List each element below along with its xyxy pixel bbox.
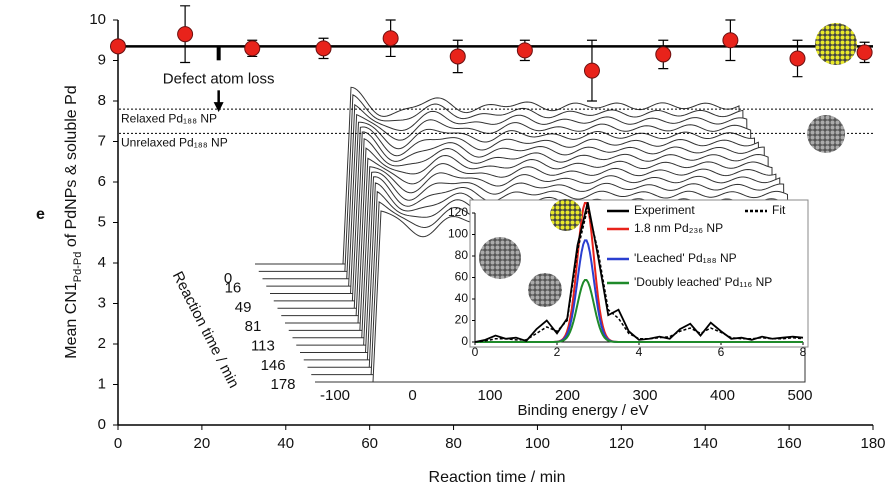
legend-label: Experiment [634,203,695,217]
data-point [516,42,533,59]
y-label-part: of PdNPs & soluble Pd [63,85,80,251]
depth-tick-label: 49 [235,299,252,316]
waterfall-x-tick-label: 500 [787,387,812,404]
depth-tick-label: 16 [225,279,242,296]
waterfall-x-tick-label: 0 [408,387,416,404]
legend-label: 'Doubly leached' Pd₁₁₆ NP [634,275,772,289]
y-label-sub: Pd-Pd [72,252,84,283]
x-tick-label: 60 [361,435,378,452]
x-tick-label: 80 [445,435,462,452]
nanoparticles [807,23,857,153]
y-tick-label: 9 [98,51,106,68]
inset-y-tick-label: 0 [461,334,468,348]
depth-tick-label: 0 [224,270,232,287]
x-axis-label: Reaction time / min [429,469,566,486]
y-axis-label: Mean CN1Pd-Pd of PdNPs & soluble Pd [63,85,84,358]
reference-label: Unrelaxed Pd₁₈₈ NP [121,136,228,150]
waterfall-x-tick-label: 400 [710,387,735,404]
inset-x-tick-label: 4 [636,345,643,359]
inset-x-tick-label: 0 [472,345,479,359]
inset-y-tick-label: 100 [448,227,468,241]
x-tick-label: 20 [194,435,211,452]
waterfall-x-tick-label: -100 [320,387,350,404]
x-tick-label: 120 [609,435,634,452]
waterfall-x-tick-label: 300 [632,387,657,404]
depth-tick-label: 113 [251,337,275,354]
inset: 0 20 40 60 80 100 120 0 2 4 6 8 Experiment Fit 1.8 nm … [448,199,809,359]
reference-label: Relaxed Pd₁₈₈ NP [121,111,217,125]
panel-label: e [36,206,45,223]
inset-x-tick-label: 6 [718,345,725,359]
inset-y-tick-label: 40 [455,291,469,305]
y-tick-label: 1 [98,375,106,392]
data-point [449,48,466,65]
depth-tick-label: 146 [261,357,286,374]
depth-tick-label: 178 [270,376,295,393]
x-tick-label: 0 [114,435,122,452]
inset-y-tick-label: 120 [448,205,468,219]
inset-y-tick-label: 60 [455,270,469,284]
annotation: Defect atom loss [163,70,275,87]
peak-curve [475,278,803,343]
data-point [789,50,806,67]
x-tick-label: 180 [860,435,885,452]
y-label-part: Mean CN1 [63,282,80,359]
nanoparticle [528,273,562,307]
fit-line [474,207,804,343]
data-point [177,26,194,43]
data-point [583,62,600,79]
nanoparticle [815,23,857,65]
waterfall-x-label: Binding energy / eV [518,402,649,419]
waterfall-x-tick-label: 100 [477,387,502,404]
inset-y-tick-label: 80 [455,248,469,262]
inset-y-tick-label: 20 [455,313,469,327]
y-tick-label: 5 [98,213,106,230]
x-tick-label: 100 [525,435,550,452]
legend-label: Fit [772,203,786,217]
y-tick-label: 0 [98,416,106,433]
y-tick-label: 10 [89,11,106,28]
depth-tick-label: 81 [245,318,262,335]
waterfall-x-tick-label: 200 [555,387,580,404]
inset-x-tick-label: 2 [554,345,561,359]
y-tick-label: 4 [98,254,106,271]
x-tick-label: 40 [277,435,294,452]
nanoparticle [550,199,582,231]
inset-frame [469,199,809,348]
data-point [244,40,261,57]
data-point [382,30,399,47]
y-tick-label: 7 [98,132,106,149]
nanoparticle [807,115,845,153]
x-tick-label: 140 [693,435,718,452]
data-point [722,32,739,49]
legend-label: 'Leached' Pd₁₈₈ NP [634,251,737,265]
y-tick-label: 2 [98,335,106,352]
inset-x-tick-label: 8 [800,345,807,359]
data-point [315,40,332,57]
legend-label: 1.8 nm Pd₂₃₆ NP [634,221,723,235]
data-point [110,38,126,55]
y-tick-label: 3 [98,294,106,311]
x-tick-label: 160 [777,435,802,452]
data-point [655,46,672,63]
nanoparticle [479,237,521,279]
y-tick-label: 8 [98,92,106,109]
y-tick-label: 6 [98,173,106,190]
data-point [856,44,873,61]
